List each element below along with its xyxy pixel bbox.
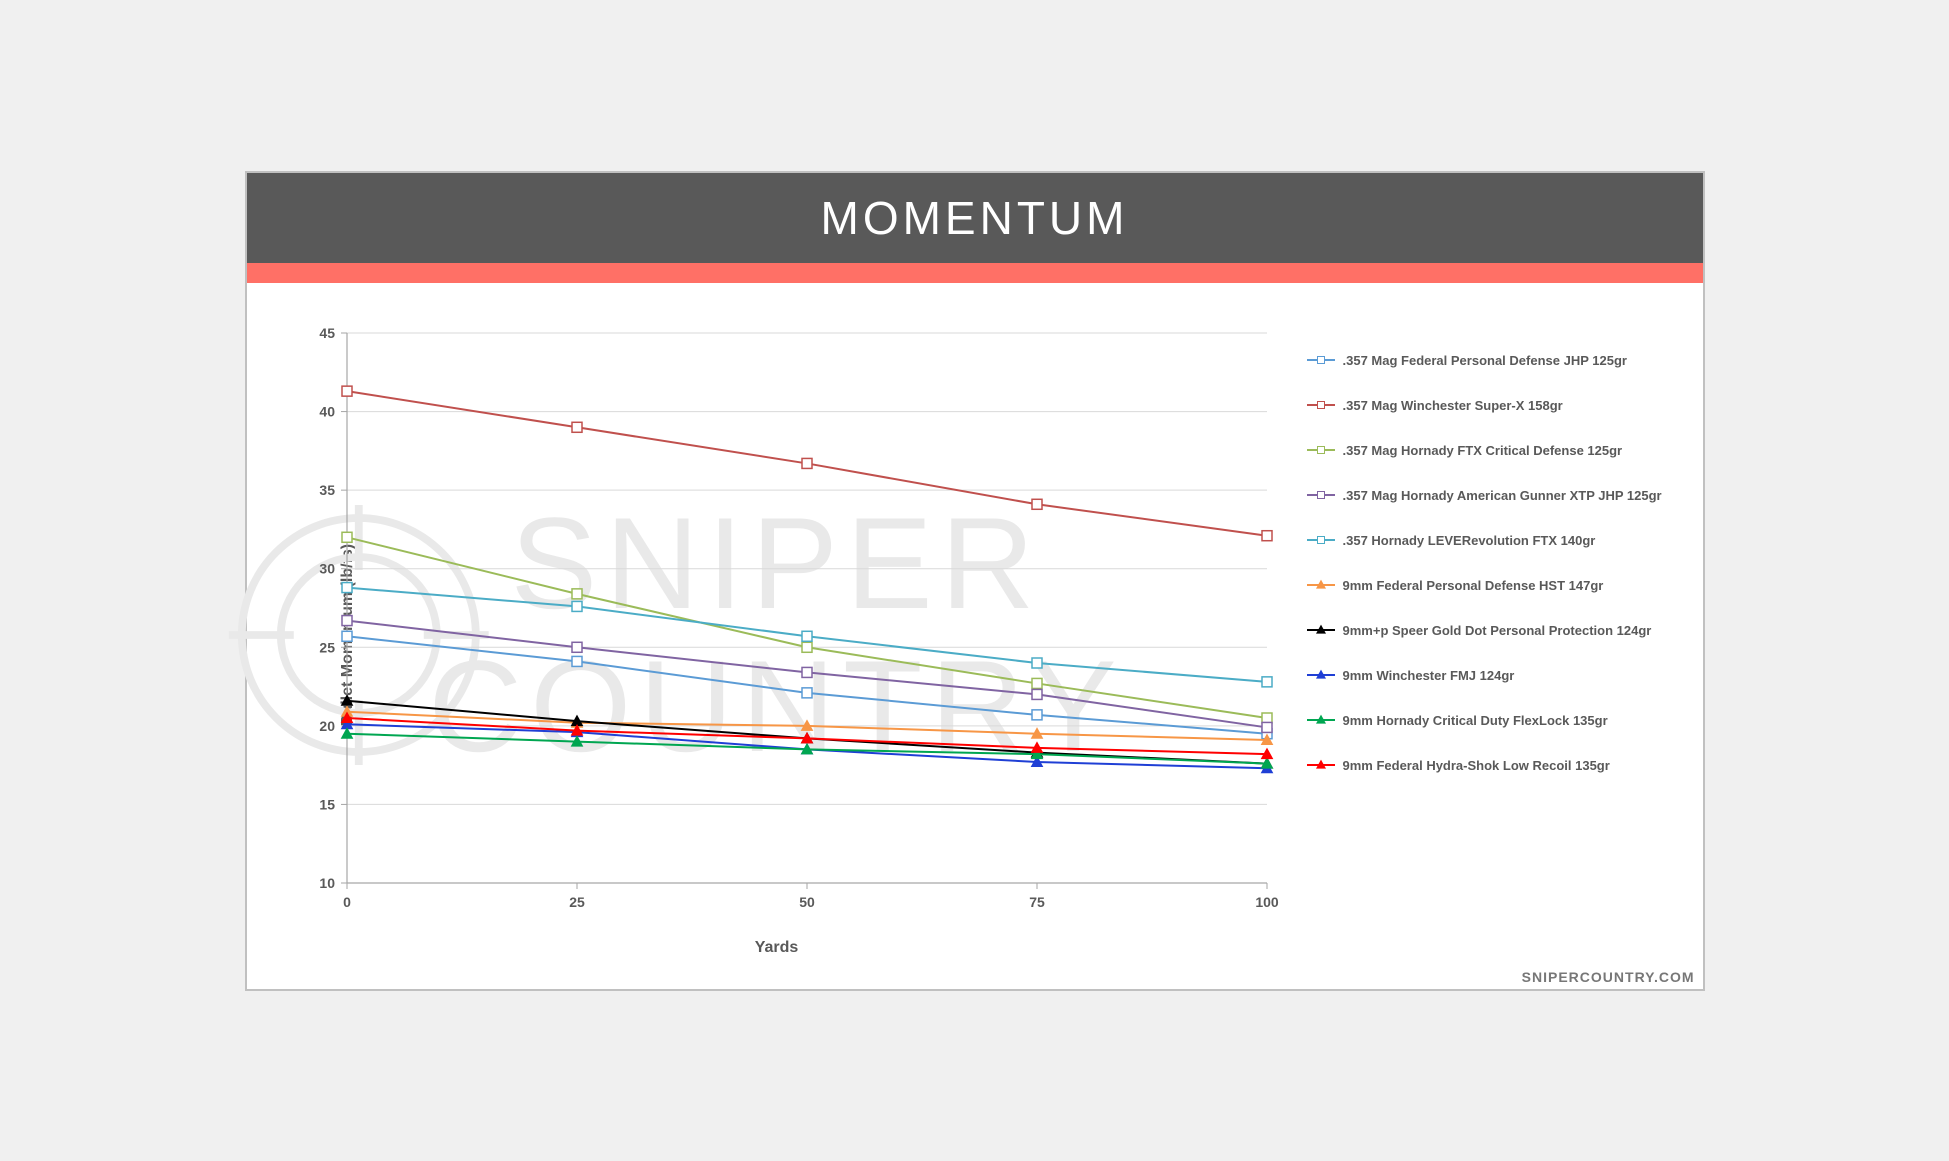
svg-text:100: 100 <box>1255 894 1279 910</box>
legend-item: .357 Mag Winchester Super-X 158gr <box>1307 398 1683 413</box>
svg-text:20: 20 <box>319 717 335 733</box>
chart-card: MOMENTUM Bullet Momentum (lb/fs) SNIPER … <box>245 171 1705 991</box>
legend-label: .357 Mag Hornady FTX Critical Defense 12… <box>1343 443 1623 458</box>
legend-swatch <box>1307 674 1335 676</box>
legend-item: .357 Mag Hornady American Gunner XTP JHP… <box>1307 488 1683 503</box>
legend-swatch <box>1307 404 1335 406</box>
chart-title: MOMENTUM <box>247 173 1703 263</box>
legend-item: 9mm Federal Hydra-Shok Low Recoil 135gr <box>1307 758 1683 773</box>
legend-item: 9mm Winchester FMJ 124gr <box>1307 668 1683 683</box>
chart-plot: Bullet Momentum (lb/fs) SNIPER COUNTRY 1… <box>267 313 1287 957</box>
legend-label: .357 Hornady LEVERevolution FTX 140gr <box>1343 533 1596 548</box>
chart-area: Bullet Momentum (lb/fs) SNIPER COUNTRY 1… <box>247 283 1703 967</box>
legend-swatch <box>1307 449 1335 451</box>
svg-text:25: 25 <box>569 894 585 910</box>
legend-label: 9mm Federal Personal Defense HST 147gr <box>1343 578 1604 593</box>
legend-label: 9mm+p Speer Gold Dot Personal Protection… <box>1343 623 1652 638</box>
legend-item: 9mm Hornady Critical Duty FlexLock 135gr <box>1307 713 1683 728</box>
svg-text:40: 40 <box>319 403 335 419</box>
svg-text:75: 75 <box>1029 894 1045 910</box>
svg-text:45: 45 <box>319 325 335 341</box>
svg-text:50: 50 <box>799 894 815 910</box>
legend-item: .357 Hornady LEVERevolution FTX 140gr <box>1307 533 1683 548</box>
legend-label: .357 Mag Federal Personal Defense JHP 12… <box>1343 353 1627 368</box>
legend-item: .357 Mag Hornady FTX Critical Defense 12… <box>1307 443 1683 458</box>
svg-text:35: 35 <box>319 482 335 498</box>
legend-swatch <box>1307 359 1335 361</box>
svg-text:15: 15 <box>319 796 335 812</box>
chart-legend: .357 Mag Federal Personal Defense JHP 12… <box>1287 313 1683 957</box>
legend-label: 9mm Federal Hydra-Shok Low Recoil 135gr <box>1343 758 1610 773</box>
legend-item: 9mm+p Speer Gold Dot Personal Protection… <box>1307 623 1683 638</box>
legend-swatch <box>1307 539 1335 541</box>
legend-label: .357 Mag Hornady American Gunner XTP JHP… <box>1343 488 1662 503</box>
legend-swatch <box>1307 629 1335 631</box>
legend-swatch <box>1307 719 1335 721</box>
accent-bar <box>247 263 1703 283</box>
legend-label: .357 Mag Winchester Super-X 158gr <box>1343 398 1563 413</box>
chart-svg: 10 15 20 25 30 35 40 45 0 25 50 75 100 <box>267 313 1287 933</box>
legend-swatch <box>1307 494 1335 496</box>
legend-label: 9mm Winchester FMJ 124gr <box>1343 668 1515 683</box>
legend-swatch <box>1307 764 1335 766</box>
legend-label: 9mm Hornady Critical Duty FlexLock 135gr <box>1343 713 1608 728</box>
x-axis-label: Yards <box>267 939 1287 957</box>
legend-item: .357 Mag Federal Personal Defense JHP 12… <box>1307 353 1683 368</box>
legend-swatch <box>1307 584 1335 586</box>
svg-text:30: 30 <box>319 560 335 576</box>
footer-brand: SNIPERCOUNTRY.COM <box>247 967 1703 989</box>
svg-text:0: 0 <box>343 894 351 910</box>
svg-text:10: 10 <box>319 875 335 891</box>
svg-text:25: 25 <box>319 639 335 655</box>
legend-item: 9mm Federal Personal Defense HST 147gr <box>1307 578 1683 593</box>
